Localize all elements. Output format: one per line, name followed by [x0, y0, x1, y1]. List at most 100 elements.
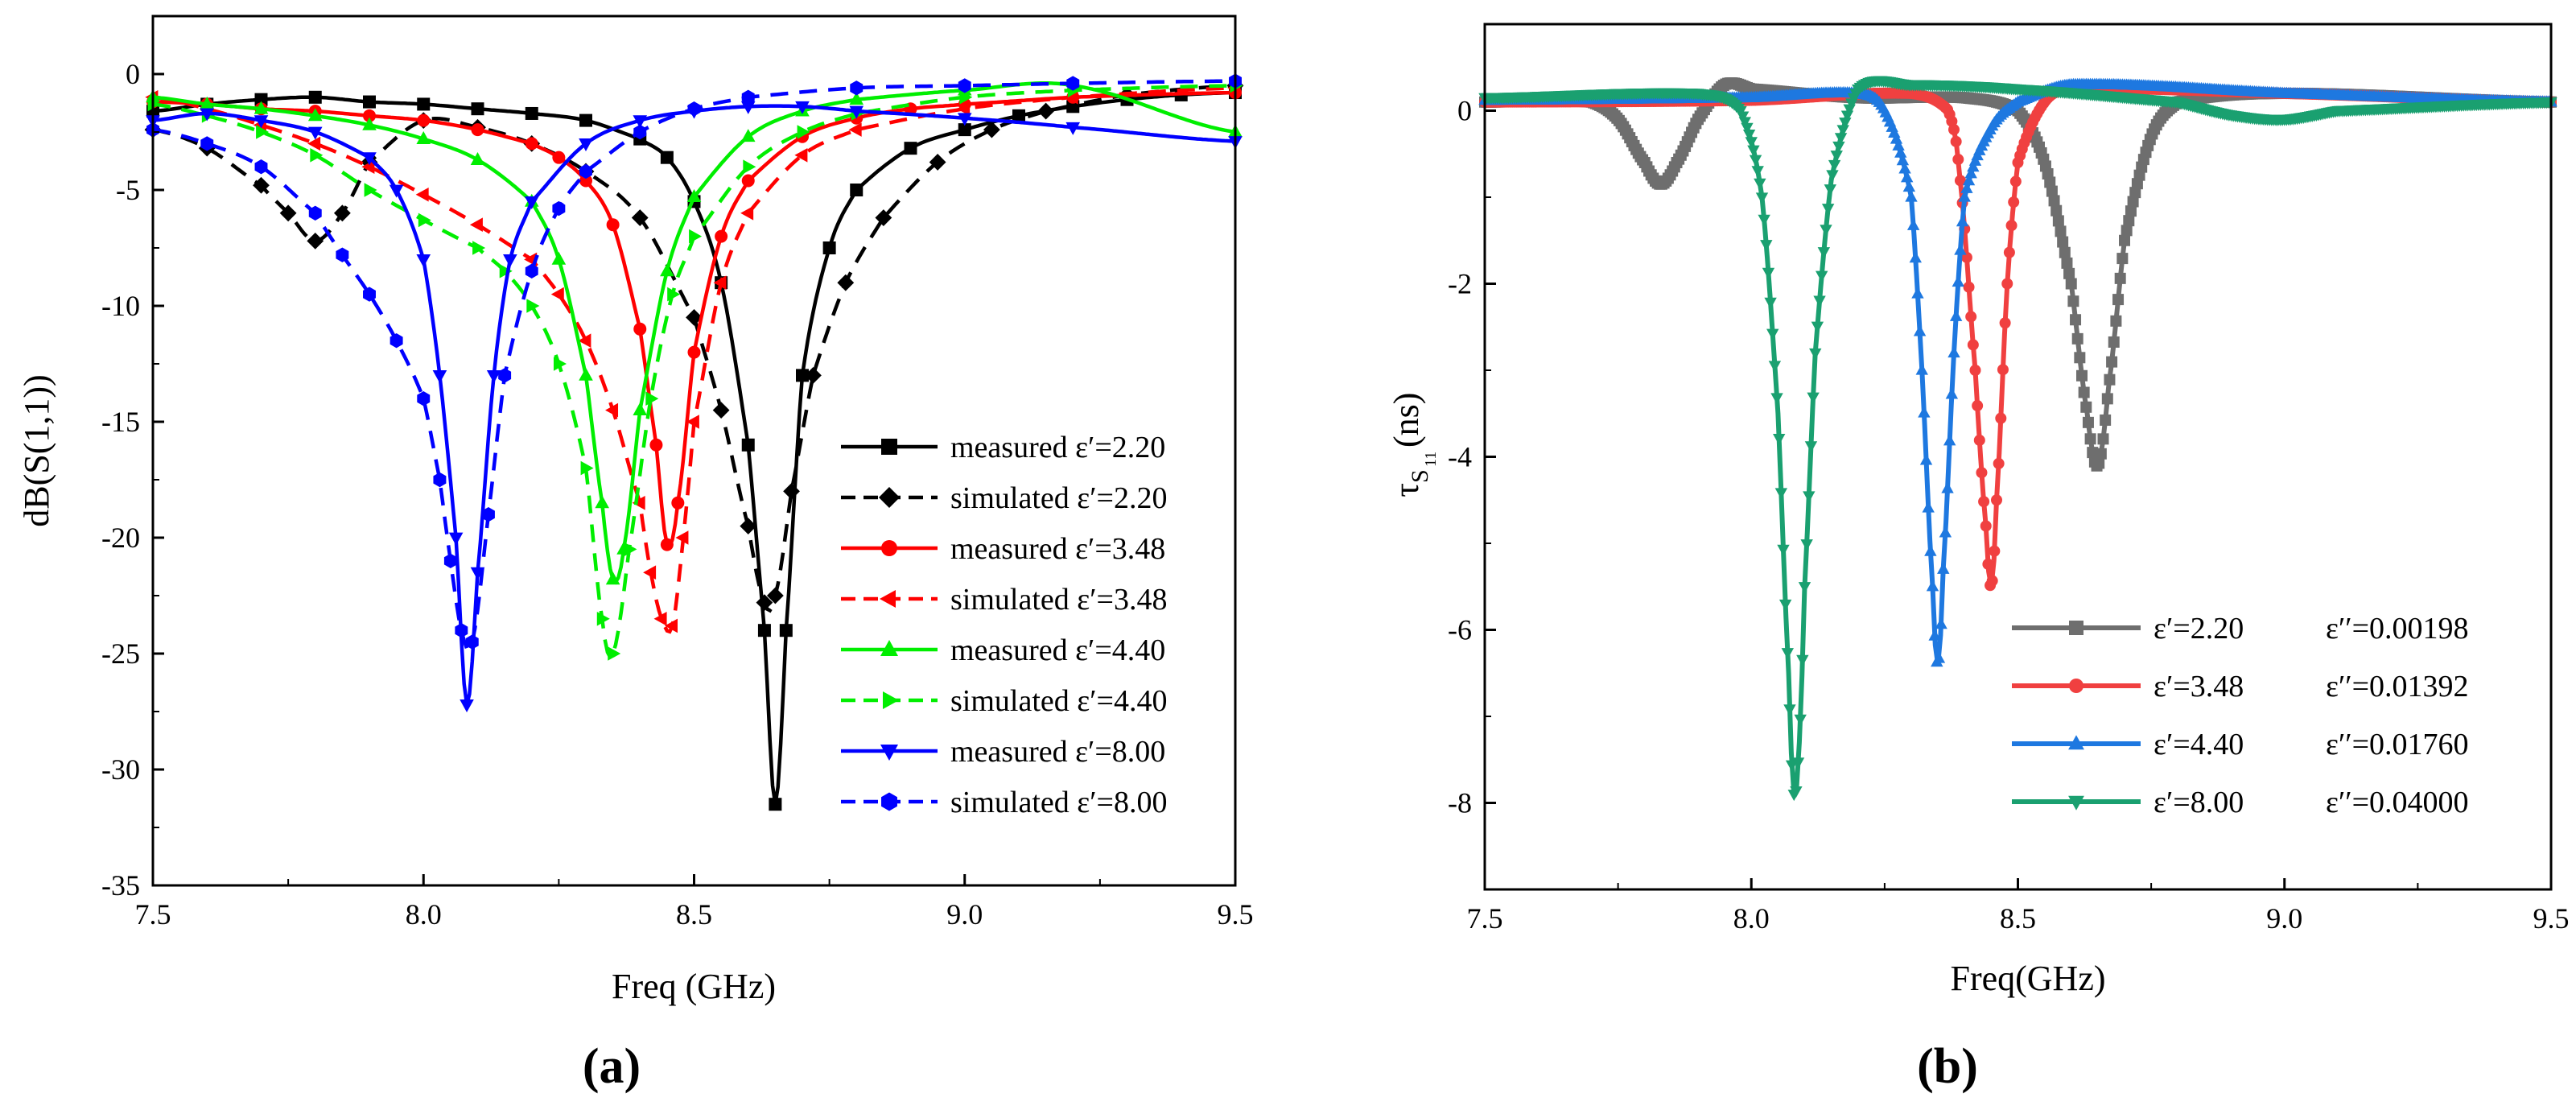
a-ytick-label: -25 [101, 637, 140, 670]
b-data-point [1973, 434, 1985, 446]
b-legend-loss: ε′′=0.04000 [2326, 786, 2469, 819]
b-data-point [1941, 481, 1954, 493]
b-data-point [1749, 155, 1762, 167]
a-data-point [443, 553, 457, 568]
a-data-point [795, 101, 810, 114]
b-data-point [1963, 281, 1975, 293]
a-data-point [1037, 102, 1055, 120]
b-data-point [1832, 141, 1845, 153]
a-data-point [983, 121, 1000, 138]
b-data-point [1796, 654, 1809, 666]
a-data-point [432, 370, 447, 383]
b-data-point [2112, 294, 2125, 306]
b-xtick-label: 8.0 [1733, 902, 1770, 935]
b-data-point [1898, 162, 1911, 174]
b-data-point [2052, 215, 2064, 227]
chart-a-legend: measured ε′=2.20 simulated ε′=2.20 measure… [841, 431, 1167, 819]
b-data-point [1791, 757, 1805, 769]
b-data-point [1745, 137, 1758, 149]
b-data-point [2003, 246, 2015, 258]
b-data-point [1954, 175, 1966, 187]
b-data-point [1947, 346, 1960, 358]
panel-b-label: (b) [1917, 1039, 1978, 1094]
b-series-0 [1479, 77, 2557, 472]
a-data-point [580, 460, 594, 476]
a-data-point [849, 105, 864, 119]
b-data-point [2050, 204, 2063, 217]
b-data-point [2123, 215, 2135, 227]
b-legend-marker [2068, 735, 2084, 750]
b-data-point [1967, 339, 1979, 351]
a-data-point [769, 798, 782, 811]
a-legend-label: measured ε′=3.48 [950, 532, 1165, 566]
chart-b: 7.5 8.0 8.5 9.0 9.5 0 -2 -4 -6 -8 Freq(GHz) τ S 1… [1387, 23, 2570, 1094]
a-xtick-label: 8.0 [406, 898, 442, 930]
chart-b-ylabel-unit: (ns) [1387, 393, 1426, 448]
a-legend-label: measured ε′=4.40 [950, 633, 1165, 667]
chart-b-ticks: 7.5 8.0 8.5 9.0 9.5 0 -2 -4 -6 -8 [1448, 95, 2570, 935]
a-data-point [579, 174, 592, 188]
b-data-point [1777, 544, 1790, 556]
b-data-point [2129, 187, 2141, 199]
b-data-point [1909, 251, 1922, 263]
b-data-point [1816, 270, 1828, 283]
a-data-point [741, 89, 755, 105]
b-data-point [2067, 295, 2079, 307]
b-data-point [2131, 178, 2143, 190]
b-data-point [2071, 332, 2083, 345]
a-data-point [471, 102, 484, 116]
a-data-point [605, 571, 620, 585]
b-data-point [1774, 488, 1788, 500]
a-data-point [756, 594, 773, 612]
a-data-point [200, 136, 214, 151]
chart-a: 7.5 8.0 8.5 9.0 9.5 0 -5 -10 -15 -20 -25 -30 -35 Fre… [17, 14, 1254, 1094]
a-data-point [307, 126, 323, 140]
a-data-point [849, 92, 864, 105]
a-legend-marker [880, 745, 898, 761]
a-data-point [256, 125, 270, 139]
b-data-point [1830, 151, 1843, 163]
b-data-point [1834, 133, 1848, 145]
a-data-point [959, 90, 973, 105]
a-data-point [308, 90, 322, 104]
a-data-point [605, 402, 619, 418]
a-ytick-label: -15 [101, 406, 140, 438]
a-data-point [418, 212, 431, 228]
a-legend-marker [881, 439, 897, 455]
a-data-point [1065, 90, 1078, 105]
b-legend-item: ε′=3.48 ε′′=0.01392 [2012, 670, 2469, 703]
a-data-point [766, 587, 784, 604]
b-data-point [1773, 433, 1786, 445]
a-series-line [152, 84, 1235, 662]
a-data-point [200, 96, 215, 109]
b-data-point [1839, 118, 1852, 130]
b-data-point [1932, 651, 1946, 663]
b-data-point [1790, 786, 1803, 798]
a-legend-item: measured ε′=4.40 [841, 633, 1165, 667]
a-legend-item: simulated ε′=4.40 [841, 684, 1167, 718]
b-xtick-label: 9.0 [2266, 902, 2302, 935]
b-data-point [1986, 575, 1998, 587]
b-data-point [1804, 441, 1818, 453]
a-legend-marker [881, 792, 897, 811]
a-data-point [363, 109, 376, 122]
a-data-point [595, 495, 609, 509]
b-data-point [1982, 558, 1994, 570]
a-data-point [675, 530, 689, 545]
b-data-point [2055, 225, 2067, 237]
b-data-point [2100, 414, 2112, 426]
b-data-point [1803, 491, 1816, 503]
b-xtick-label: 8.5 [2000, 902, 2036, 935]
a-data-point [526, 299, 540, 313]
a-data-point [794, 148, 808, 163]
b-ytick-label: -8 [1448, 787, 1472, 819]
a-data-point [481, 507, 495, 522]
a-data-point [848, 122, 862, 137]
b-data-point [2127, 196, 2139, 208]
a-data-point [579, 367, 593, 381]
b-data-point [2114, 272, 2126, 284]
b-data-point [2046, 185, 2058, 197]
b-data-point [1937, 562, 1950, 574]
chart-b-legend: ε′=2.20 ε′′=0.00198 ε′=3.48 ε′′=0.01392 ε′=4… [2012, 612, 2469, 819]
b-data-point [1755, 192, 1769, 204]
